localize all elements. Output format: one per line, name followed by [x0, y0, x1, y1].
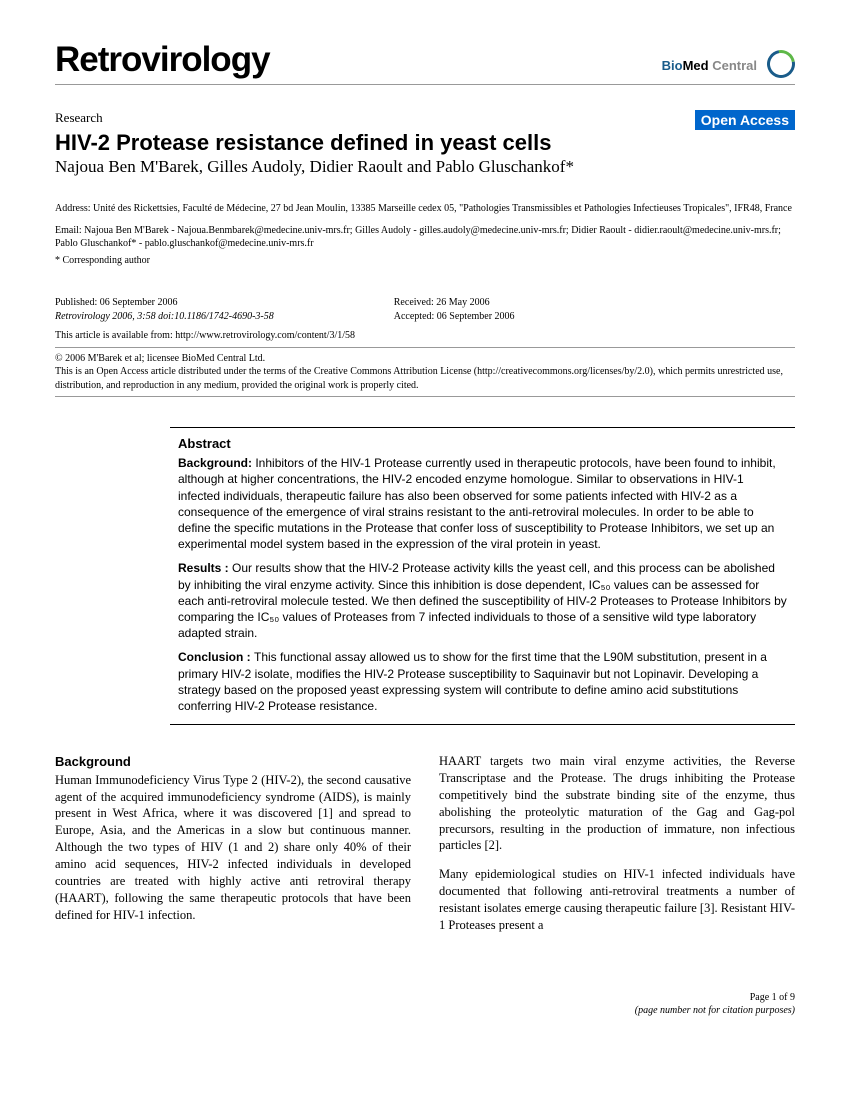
background-para-1: Human Immunodeficiency Virus Type 2 (HIV… [55, 772, 411, 924]
logo-circle-icon [762, 45, 801, 84]
abstract-box: Abstract Background: Inhibitors of the H… [170, 427, 795, 725]
email-block: Email: Najoua Ben M'Barek - Najoua.Benmb… [55, 224, 795, 251]
abstract-conclusion-text: This functional assay allowed us to show… [178, 650, 767, 713]
abstract-conclusion: Conclusion : This functional assay allow… [178, 649, 787, 714]
page-header: Retrovirology BioMed Central [55, 40, 795, 85]
published-date: Published: 06 September 2006 [55, 296, 274, 310]
article-authors: Najoua Ben M'Barek, Gilles Audoly, Didie… [55, 157, 795, 177]
abstract-results: Results : Our results show that the HIV-… [178, 560, 787, 641]
logo-bio: Bio [662, 58, 683, 73]
pub-info-left: Published: 06 September 2006 Retrovirolo… [55, 296, 274, 324]
article-title: HIV-2 Protease resistance defined in yea… [55, 130, 795, 155]
abstract-results-label: Results : [178, 561, 232, 575]
abstract-background-label: Background: [178, 456, 255, 470]
abstract-results-text: Our results show that the HIV-2 Protease… [178, 561, 787, 640]
license-block: © 2006 M'Barek et al; licensee BioMed Ce… [55, 347, 795, 398]
abstract-conclusion-label: Conclusion : [178, 650, 254, 664]
corresponding-author-note: * Corresponding author [55, 255, 795, 266]
page-number: Page 1 of 9 [55, 991, 795, 1004]
page-footer: Page 1 of 9 (page number not for citatio… [55, 991, 795, 1017]
abstract-heading: Abstract [178, 436, 787, 451]
background-heading: Background [55, 753, 411, 771]
body-columns: Background Human Immunodeficiency Virus … [55, 753, 795, 946]
received-date: Received: 26 May 2006 [394, 296, 515, 310]
publication-info: Published: 06 September 2006 Retrovirolo… [55, 296, 795, 324]
column-right: HAART targets two main viral enzyme acti… [439, 753, 795, 946]
journal-title: Retrovirology [55, 40, 270, 80]
page-number-note: (page number not for citation purposes) [55, 1004, 795, 1017]
copyright-line: © 2006 M'Barek et al; licensee BioMed Ce… [55, 352, 795, 366]
body-right-p1: HAART targets two main viral enzyme acti… [439, 753, 795, 854]
address-block: Address: Unité des Rickettsies, Faculté … [55, 202, 795, 216]
logo-med: Med [683, 58, 709, 73]
column-left: Background Human Immunodeficiency Virus … [55, 753, 411, 946]
accepted-date: Accepted: 06 September 2006 [394, 310, 515, 324]
abstract-background: Background: Inhibitors of the HIV-1 Prot… [178, 455, 787, 552]
article-type: Research [55, 110, 103, 126]
citation-line: Retrovirology 2006, 3:58 doi:10.1186/174… [55, 310, 274, 324]
license-text: This is an Open Access article distribut… [55, 365, 795, 392]
citation: Retrovirology 2006, 3:58 doi:10.1186/174… [55, 311, 274, 322]
page-container: Retrovirology BioMed Central Research Op… [0, 0, 850, 1047]
publisher-name: BioMed Central [662, 58, 757, 73]
pub-info-right: Received: 26 May 2006 Accepted: 06 Septe… [394, 296, 515, 324]
available-from: This article is available from: http://w… [55, 330, 795, 341]
body-right-p2: Many epidemiological studies on HIV-1 in… [439, 866, 795, 934]
publisher-logo: BioMed Central [662, 50, 795, 80]
article-meta-row: Research Open Access [55, 110, 795, 130]
logo-central: Central [709, 58, 757, 73]
abstract-background-text: Inhibitors of the HIV-1 Protease current… [178, 456, 776, 551]
open-access-badge: Open Access [695, 110, 795, 130]
